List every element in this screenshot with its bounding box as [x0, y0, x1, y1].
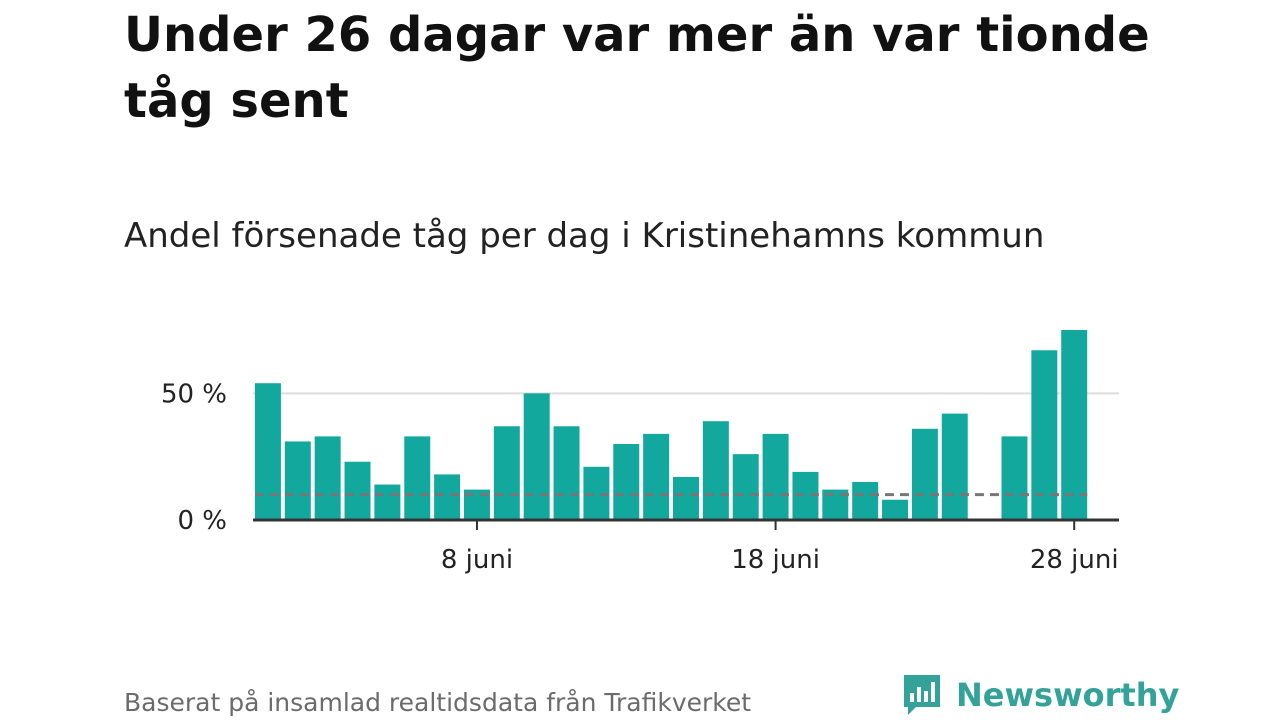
- bar: [941, 413, 968, 520]
- bar: [434, 474, 461, 520]
- bar: [493, 426, 520, 520]
- bar: [1061, 330, 1088, 520]
- chart-subtitle: Andel försenade tåg per dag i Kristineha…: [124, 216, 1045, 256]
- bar: [254, 383, 281, 520]
- bar: [1001, 436, 1028, 520]
- chart-title: Under 26 dagar var mer än var tionde tåg…: [124, 7, 1150, 129]
- bar: [553, 426, 580, 520]
- bar: [643, 433, 670, 520]
- newsworthy-logo-icon: [904, 675, 940, 715]
- bar: [284, 441, 311, 520]
- brand-logo-group: Newsworthy: [902, 670, 1179, 720]
- bar: [702, 421, 729, 520]
- source-note: Baserat på insamlad realtidsdata från Tr…: [124, 688, 752, 717]
- bar: [1031, 350, 1058, 520]
- brand-name: Newsworthy: [956, 676, 1180, 714]
- bar: [374, 484, 401, 520]
- bar: [613, 444, 640, 520]
- x-tick-label: 28 juni: [1030, 545, 1119, 575]
- bar: [732, 454, 759, 520]
- bar: [523, 393, 550, 520]
- bar: [404, 436, 431, 520]
- bar: [673, 476, 699, 520]
- x-tick-label: 18 juni: [731, 545, 820, 575]
- bar: [314, 436, 341, 520]
- y-tick-label: 0 %: [177, 506, 227, 536]
- y-tick-label: 50 %: [161, 379, 227, 409]
- bar-chart: 8 juni 18 juni 28 juni 0 % 50 %: [161, 330, 1119, 575]
- bar: [911, 428, 938, 520]
- bar: [344, 461, 371, 520]
- x-tick-label: 8 juni: [441, 545, 513, 575]
- bar: [852, 482, 879, 520]
- bar: [882, 499, 909, 520]
- bar: [762, 433, 789, 520]
